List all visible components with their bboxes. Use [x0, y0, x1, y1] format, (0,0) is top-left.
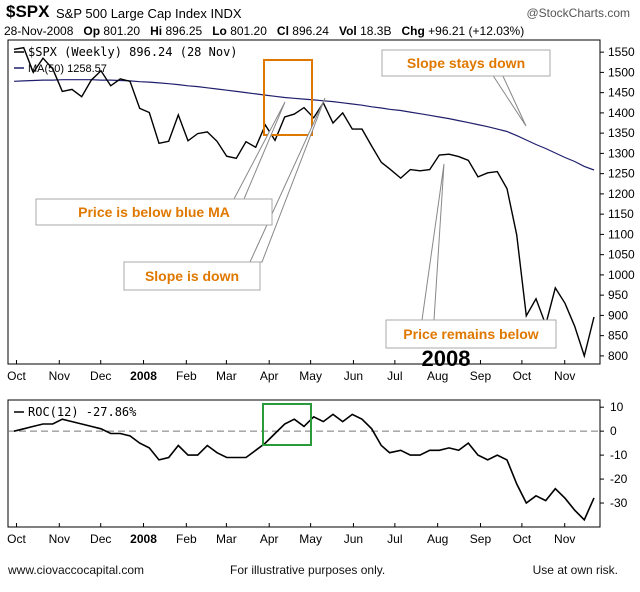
high-value: 896.25 [165, 24, 203, 38]
price-y-tick-label: 1400 [608, 106, 635, 120]
price-x-tick-label: Apr [260, 369, 279, 383]
index-name: S&P 500 Large Cap Index [56, 6, 207, 21]
roc-y-tick-label: 0 [610, 424, 617, 438]
price-y-tick-label: 1250 [608, 167, 635, 181]
price-x-tick-label: Mar [216, 369, 237, 383]
volume-label: Vol [338, 24, 357, 38]
price-y-tick-label: 950 [608, 288, 628, 302]
ma50-line [13, 79, 595, 171]
price-y-tick-label: 1050 [608, 248, 635, 262]
price-x-tick-label: 2008 [130, 369, 157, 383]
annotation-slope-stays-down-box [381, 49, 551, 77]
low-value: 801.20 [230, 24, 267, 38]
price-x-tick-label: Nov [49, 369, 70, 383]
price-y-tick-label: 1550 [608, 45, 635, 59]
roc-legend-label: ROC(12) -27.86% [28, 405, 137, 419]
price-y-tick-label: 900 [608, 308, 628, 322]
roc-x-tick-label: Oct [513, 532, 532, 546]
price-x-tick-label: Feb [176, 369, 197, 383]
change-value: +96.21 (+12.03%) [428, 24, 525, 38]
price-y-tick-label: 1150 [608, 207, 634, 221]
price-x-tick-label: Oct [7, 369, 26, 383]
price-legend-label: $SPX (Weekly) 896.24 (28 Nov) [28, 45, 238, 59]
highlight-box-roc [262, 403, 312, 446]
roc-y-tick-label: 10 [610, 400, 624, 414]
highlight-box-price [263, 59, 313, 136]
price-x-tick-label: Nov [554, 369, 575, 383]
price-y-tick-label: 1300 [608, 146, 635, 160]
roc-x-tick-label: Nov [49, 532, 70, 546]
roc-x-tick-label: May [299, 532, 322, 546]
price-x-tick-label: Aug [427, 369, 448, 383]
low-label: Lo [212, 24, 227, 38]
roc-x-tick-label: Mar [216, 532, 237, 546]
roc-x-tick-label: Nov [554, 532, 575, 546]
price-y-tick-label: 1450 [608, 86, 635, 100]
ma-legend-label: MA(50) 1258.57 [28, 63, 107, 75]
roc-y-tick-label: -10 [610, 448, 628, 462]
ticker-symbol: $SPX [6, 2, 50, 21]
roc-x-tick-label: Aug [427, 532, 448, 546]
annotation-price-remains-below-box [385, 319, 557, 349]
price-x-tick-label: Oct [513, 369, 532, 383]
close-label: Cl [276, 24, 289, 38]
roc-x-tick-label: Dec [90, 532, 111, 546]
change-label: Chg [401, 24, 425, 38]
price-x-tick-label: Sep [470, 369, 492, 383]
annotation-price-remains-below: Price remains below [403, 326, 539, 342]
volume-value: 18.3B [360, 24, 392, 38]
annotation-slope-is-down: Slope is down [145, 268, 239, 284]
price-y-tick-label: 850 [608, 329, 628, 343]
price-y-tick-label: 1100 [608, 227, 634, 241]
roc-x-tick-label: Jun [344, 532, 363, 546]
roc-x-tick-label: Jul [387, 532, 402, 546]
roc-panel-frame [7, 399, 601, 528]
roc-line [13, 413, 595, 522]
roc-y-tick-label: -30 [610, 496, 628, 510]
roc-x-tick-label: Apr [260, 532, 279, 546]
roc-x-tick-label: Oct [7, 532, 26, 546]
footer-risk: Use at own risk. [532, 563, 618, 577]
price-x-tick-label: May [299, 369, 322, 383]
annotation-slope-stays-down: Slope stays down [407, 55, 525, 71]
price-y-tick-label: 1350 [608, 126, 635, 140]
price-x-tick-label: Jun [344, 369, 363, 383]
footer-note: For illustrative purposes only. [230, 563, 386, 577]
exchange-label: INDX [210, 6, 242, 21]
open-label: Op [83, 24, 101, 38]
price-y-tick-label: 800 [608, 349, 628, 363]
roc-x-tick-label: Feb [176, 532, 197, 546]
price-line [13, 46, 595, 359]
annotation-slope-is-down-box [123, 261, 261, 291]
annotation-year: 2008 [422, 346, 471, 371]
quote-bar: 28-Nov-2008 Op 801.20 Hi 896.25 Lo 801.2… [4, 24, 524, 38]
price-x-tick-label: Jul [387, 369, 402, 383]
open-value: 801.20 [103, 24, 141, 38]
high-label: Hi [150, 24, 163, 38]
quote-date: 28-Nov-2008 [4, 24, 74, 38]
index-title: S&P 500 Large Cap Index INDX [56, 6, 242, 21]
roc-x-tick-label: Sep [470, 532, 492, 546]
roc-x-tick-label: 2008 [130, 532, 157, 546]
close-value: 896.24 [292, 24, 329, 38]
annotation-price-below-ma: Price is below blue MA [78, 204, 230, 220]
source-label: @StockCharts.com [526, 6, 630, 20]
price-x-tick-label: Dec [90, 369, 111, 383]
footer-website[interactable]: www.ciovaccocapital.com [8, 563, 145, 577]
roc-y-tick-label: -20 [610, 472, 628, 486]
price-y-tick-label: 1500 [608, 65, 635, 79]
price-y-tick-label: 1200 [608, 187, 635, 201]
annotation-price-below-ma-box [35, 198, 273, 226]
price-y-tick-label: 1000 [608, 268, 635, 282]
